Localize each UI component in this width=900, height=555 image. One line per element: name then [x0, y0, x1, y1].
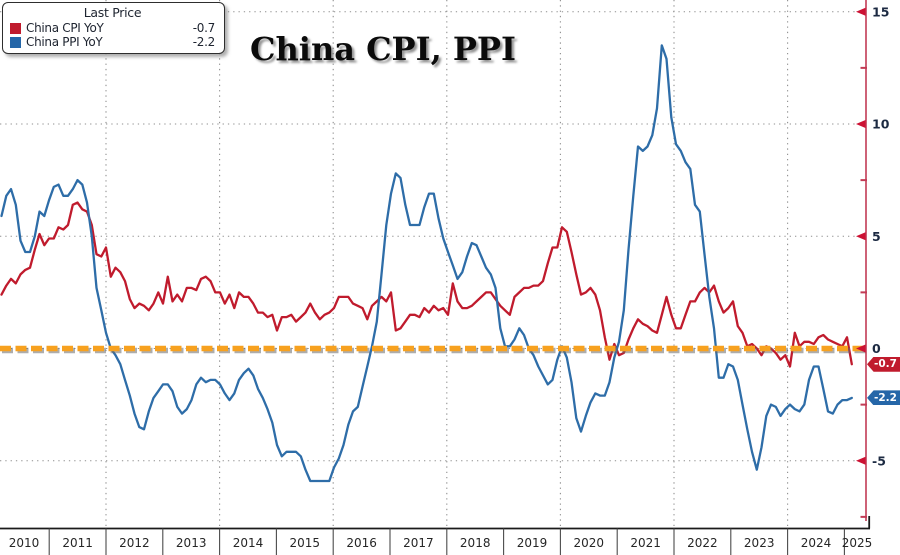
x-axis-year-label: 2019 [517, 536, 548, 550]
right-axis-minor-tick [860, 403, 867, 406]
x-axis-year-label: 2012 [119, 536, 150, 550]
x-axis-year-label: 2016 [346, 536, 377, 550]
x-axis-year-label: 2015 [290, 536, 321, 550]
x-axis-year-label: 2010 [9, 536, 40, 550]
right-axis-minor-tick [860, 179, 867, 182]
right-axis-tick-arrow [856, 456, 866, 465]
right-axis-tick-label: 15 [872, 4, 889, 19]
right-axis-minor-tick [860, 515, 867, 518]
last-price-badge-cpi: -0.7 [867, 356, 900, 372]
right-axis-minor-tick [860, 291, 867, 294]
x-axis-year-label: 2023 [744, 536, 775, 550]
x-axis-year-label: 2011 [62, 536, 93, 550]
right-axis-minor-tick [860, 66, 867, 69]
x-axis-year-label: 2020 [574, 536, 605, 550]
ppi-line [0, 44, 853, 483]
x-axis-year-label: 2024 [801, 536, 832, 550]
legend-item-label: China CPI YoY [26, 21, 104, 35]
right-axis-tick-arrow [856, 120, 866, 128]
legend-header: Last Price [83, 5, 142, 20]
ppi-color-swatch [10, 36, 21, 48]
x-axis-year-label: 2018 [460, 536, 491, 550]
legend-item-cpi[interactable]: China CPI YoY -0.7 [10, 21, 215, 35]
x-axis-year-label: 2021 [630, 536, 661, 550]
legend-item-label: China PPI YoY [26, 35, 103, 49]
right-axis-tick-arrow [856, 344, 866, 353]
legend-item-value: -0.7 [192, 21, 216, 35]
cpi-color-swatch [10, 22, 21, 34]
x-axis-year-label: 2014 [233, 536, 264, 550]
legend-item-ppi[interactable]: China PPI YoY -2.2 [10, 35, 215, 49]
legend-box: Last Price China CPI YoY -0.7 China PPI … [2, 2, 225, 54]
legend-item-value: -2.2 [192, 35, 216, 49]
x-axis-year-label: 2025 [842, 536, 873, 550]
x-axis-year-label: 2013 [176, 536, 207, 550]
chart-title: China CPI, PPI [250, 30, 516, 68]
right-axis-tick-label: 5 [872, 229, 881, 244]
right-axis-tick-label: 10 [872, 117, 890, 132]
last-price-badge-ppi: -2.2 [867, 390, 900, 406]
right-axis-tick-label: 0 [872, 341, 881, 356]
right-axis-tick-arrow [856, 7, 866, 16]
right-axis-tick-arrow [856, 232, 866, 241]
right-axis-tick-label: -5 [872, 453, 886, 468]
x-axis-year-label: 2022 [687, 536, 718, 550]
cpi-line [0, 201, 853, 368]
x-axis-year-label: 2017 [403, 536, 434, 550]
